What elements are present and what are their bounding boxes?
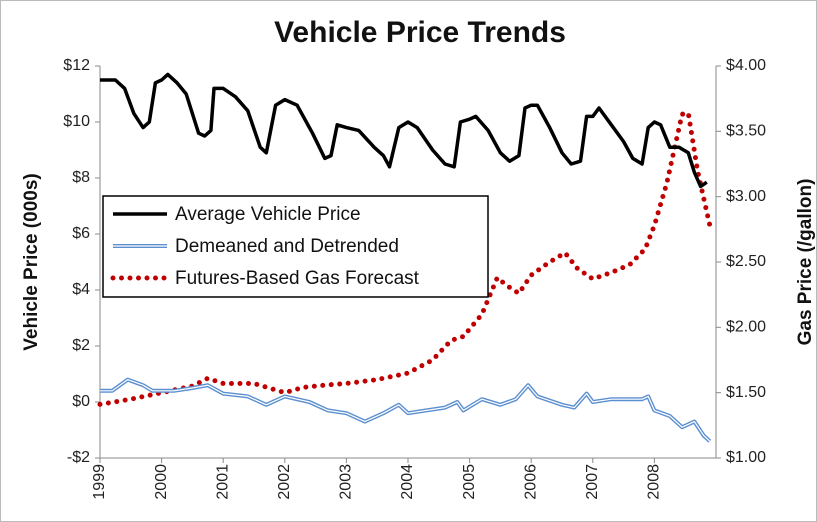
x-tick-label: 2000: [153, 464, 170, 500]
y-tick-label: -$2: [67, 449, 90, 466]
series-line: [97, 110, 713, 407]
y-tick-label: $2: [72, 337, 90, 354]
plot-area: -$2 $0 $2 $4 $6 $8 $10 $12 $1.00 $1.50 $2.00 $2.50 $…: [63, 57, 766, 499]
chart-title: Vehicle Price Trends: [274, 16, 566, 49]
legend-box: [102, 195, 489, 298]
y2-tick-label: $4.00: [726, 57, 766, 74]
y2-tick-label: $1.50: [726, 384, 766, 401]
y-tick-label: $8: [72, 169, 90, 186]
x-tick-label: 2008: [646, 464, 663, 500]
legend-label: Futures-Based Gas Forecast: [175, 268, 420, 289]
legend-label: Demeaned and Detrended: [175, 236, 399, 257]
x-tick-label: 2005: [461, 464, 478, 500]
legend-label: Average Vehicle Price: [175, 204, 361, 225]
y2-axis-title: Gas Price (/gallon): [795, 179, 816, 346]
y-tick-label: $6: [72, 225, 90, 242]
x-tick-label: 2003: [338, 464, 355, 500]
y2-tick-label: $1.00: [726, 449, 766, 466]
y-axis-title: Vehicle Price (000s): [21, 173, 42, 350]
y-tick-label: $4: [72, 281, 90, 298]
x-tick-label: 2001: [214, 464, 231, 500]
y2-tick-label: $2.50: [726, 253, 766, 270]
y2-tick-label: $3.50: [726, 123, 766, 140]
x-tick-label: 2002: [276, 464, 293, 500]
series-line-inner: [100, 379, 711, 442]
series-line: [100, 72, 708, 189]
y-tick-label: $10: [63, 113, 90, 130]
y2-tick-label: $3.00: [726, 188, 766, 205]
legend: Average Vehicle Price Demeaned and Detren…: [102, 195, 489, 298]
y-tick-label: $12: [63, 57, 90, 74]
x-tick-label: 2007: [584, 464, 601, 500]
x-tick-label: 2006: [522, 464, 539, 500]
x-tick-label: 2004: [399, 464, 416, 500]
y2-tick-label: $2.00: [726, 319, 766, 336]
x-tick-label: 1999: [91, 464, 108, 500]
y-tick-label: $0: [72, 393, 90, 410]
